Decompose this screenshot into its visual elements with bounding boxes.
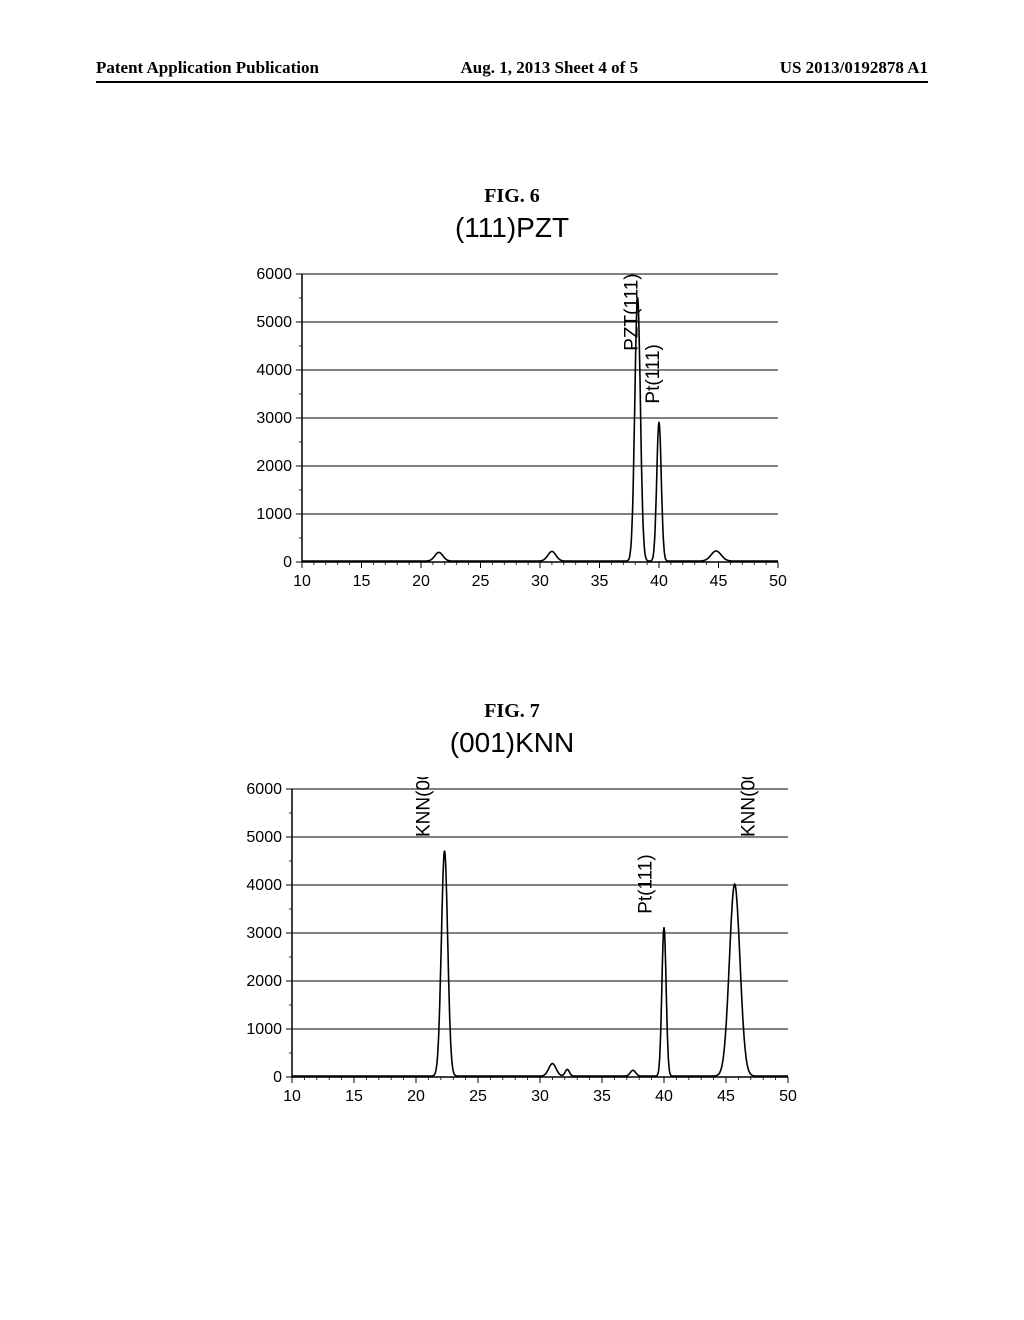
svg-text:45: 45 — [710, 573, 728, 590]
svg-text:5000: 5000 — [246, 829, 282, 846]
svg-text:1000: 1000 — [256, 506, 292, 523]
svg-text:PZT(111): PZT(111) — [622, 273, 643, 350]
svg-text:40: 40 — [655, 1088, 673, 1105]
svg-text:25: 25 — [469, 1088, 487, 1105]
header-right: US 2013/0192878 A1 — [780, 58, 928, 78]
svg-text:30: 30 — [531, 1088, 549, 1105]
svg-text:35: 35 — [593, 1088, 611, 1105]
svg-text:2000: 2000 — [246, 973, 282, 990]
svg-text:4000: 4000 — [256, 362, 292, 379]
svg-text:4000: 4000 — [246, 877, 282, 894]
svg-text:45: 45 — [717, 1088, 735, 1105]
svg-text:10: 10 — [293, 573, 311, 590]
svg-text:25: 25 — [472, 573, 490, 590]
svg-text:1000: 1000 — [246, 1021, 282, 1038]
svg-text:30: 30 — [531, 573, 549, 590]
svg-text:KNN(002): KNN(002) — [739, 777, 760, 837]
svg-text:KNN(001): KNN(001) — [414, 777, 435, 837]
figure-6-chart: 0 1000 2000 3000 4000 5000 6000 10 15 20 25 30 35 40 4… — [232, 262, 792, 602]
svg-text:35: 35 — [591, 573, 609, 590]
svg-text:20: 20 — [412, 573, 430, 590]
svg-text:2000: 2000 — [256, 458, 292, 475]
header-left: Patent Application Publication — [96, 58, 319, 78]
patent-header: Patent Application Publication Aug. 1, 2… — [0, 58, 1024, 83]
figure-6-caption: FIG. 6 — [232, 185, 792, 208]
svg-text:Pt(111): Pt(111) — [636, 854, 657, 914]
svg-text:15: 15 — [345, 1088, 363, 1105]
figure-6-title: (111)PZT — [232, 212, 792, 244]
svg-text:0: 0 — [273, 1069, 282, 1086]
svg-text:3000: 3000 — [246, 925, 282, 942]
svg-text:3000: 3000 — [256, 410, 292, 427]
svg-text:6000: 6000 — [256, 266, 292, 283]
figure-7-chart: 0 1000 2000 3000 4000 5000 6000 10 15 20 25 30 35 40 4… — [222, 777, 802, 1117]
figure-7-block: FIG. 7 (001)KNN 0 1000 2000 3000 4000 5000 600… — [222, 700, 802, 1117]
svg-text:50: 50 — [769, 573, 787, 590]
svg-text:50: 50 — [779, 1088, 797, 1105]
svg-text:0: 0 — [283, 554, 292, 571]
header-center: Aug. 1, 2013 Sheet 4 of 5 — [461, 58, 639, 78]
svg-text:Pt(111): Pt(111) — [643, 344, 664, 404]
svg-text:10: 10 — [283, 1088, 301, 1105]
figure-6-block: FIG. 6 (111)PZT 0 1000 2000 3000 4000 5000 600… — [232, 185, 792, 602]
svg-text:20: 20 — [407, 1088, 425, 1105]
svg-text:40: 40 — [650, 573, 668, 590]
svg-text:5000: 5000 — [256, 314, 292, 331]
figure-7-caption: FIG. 7 — [222, 700, 802, 723]
figure-7-title: (001)KNN — [222, 727, 802, 759]
svg-text:6000: 6000 — [246, 781, 282, 798]
svg-text:15: 15 — [353, 573, 371, 590]
